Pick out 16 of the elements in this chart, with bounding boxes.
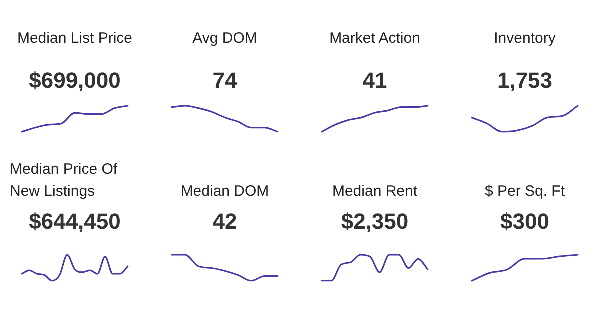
chart-subtitle: 42 (212, 209, 238, 235)
chart-subtitle: 41 (362, 68, 388, 94)
chart-subtitle: $300 (500, 209, 550, 235)
chart-title: Median DOM (180, 182, 270, 202)
chart-title: Avg DOM (192, 29, 258, 49)
chart-subtitle: $2,350 (340, 209, 410, 235)
chart-title: Median Rent (331, 182, 419, 202)
chart-title: Inventory (493, 29, 557, 49)
chart-title: Median Price Of New Listings (10, 160, 119, 202)
chart-title: $ Per Sq. Ft (484, 182, 566, 202)
chart-title: Median List Price (16, 29, 134, 49)
chart-title: Market Action (328, 29, 422, 49)
chart-subtitle: $699,000 (28, 68, 122, 94)
chart-subtitle: $644,450 (28, 209, 122, 235)
chart-subtitle: 1,753 (496, 68, 554, 94)
chart-subtitle: 74 (212, 68, 238, 94)
